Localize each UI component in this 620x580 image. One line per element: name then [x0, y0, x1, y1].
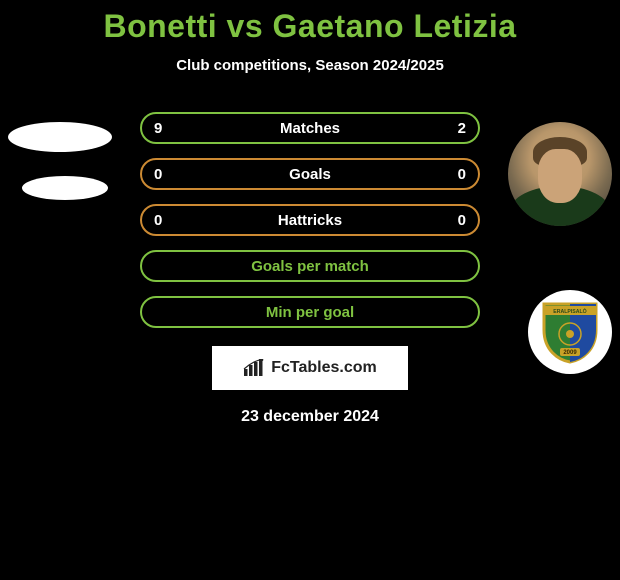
stat-left-value: 9	[154, 120, 162, 137]
stat-left-value: 0	[154, 166, 162, 183]
stat-label: Goals per match	[251, 258, 369, 275]
right-club-badge: ERALPISALÒ 2009	[528, 290, 612, 374]
blank-avatar-ellipse	[22, 176, 108, 200]
player-photo	[508, 122, 612, 226]
stat-row: Goals per match	[0, 250, 620, 282]
club-year: 2009	[563, 350, 577, 356]
club-badge-circle: ERALPISALÒ 2009	[528, 290, 612, 374]
stat-pill: 0 Hattricks 0	[140, 204, 480, 236]
club-banner-text: ERALPISALÒ	[553, 307, 586, 315]
bar-chart-icon	[243, 359, 265, 377]
stat-label: Min per goal	[266, 304, 354, 321]
stat-pill: 0 Goals 0	[140, 158, 480, 190]
stat-left-value: 0	[154, 212, 162, 229]
right-player-avatar	[508, 122, 612, 226]
page-title: Bonetti vs Gaetano Letizia	[0, 0, 620, 45]
stat-right-value: 0	[458, 166, 466, 183]
date-text: 23 december 2024	[0, 408, 620, 426]
site-badge[interactable]: FcTables.com	[212, 346, 408, 390]
stat-row: Min per goal	[0, 296, 620, 328]
stat-right-value: 0	[458, 212, 466, 229]
stat-right-value: 2	[458, 120, 466, 137]
stat-pill: 9 Matches 2	[140, 112, 480, 144]
subtitle: Club competitions, Season 2024/2025	[0, 57, 620, 74]
site-name: FcTables.com	[271, 359, 377, 377]
stat-label: Hattricks	[278, 212, 342, 229]
stat-label: Goals	[289, 166, 331, 183]
left-player-avatar	[8, 122, 112, 200]
stat-pill: Goals per match	[140, 250, 480, 282]
stat-label: Matches	[280, 120, 340, 137]
club-shield-icon: ERALPISALÒ 2009	[542, 300, 598, 364]
blank-avatar-ellipse	[8, 122, 112, 152]
stat-pill: Min per goal	[140, 296, 480, 328]
